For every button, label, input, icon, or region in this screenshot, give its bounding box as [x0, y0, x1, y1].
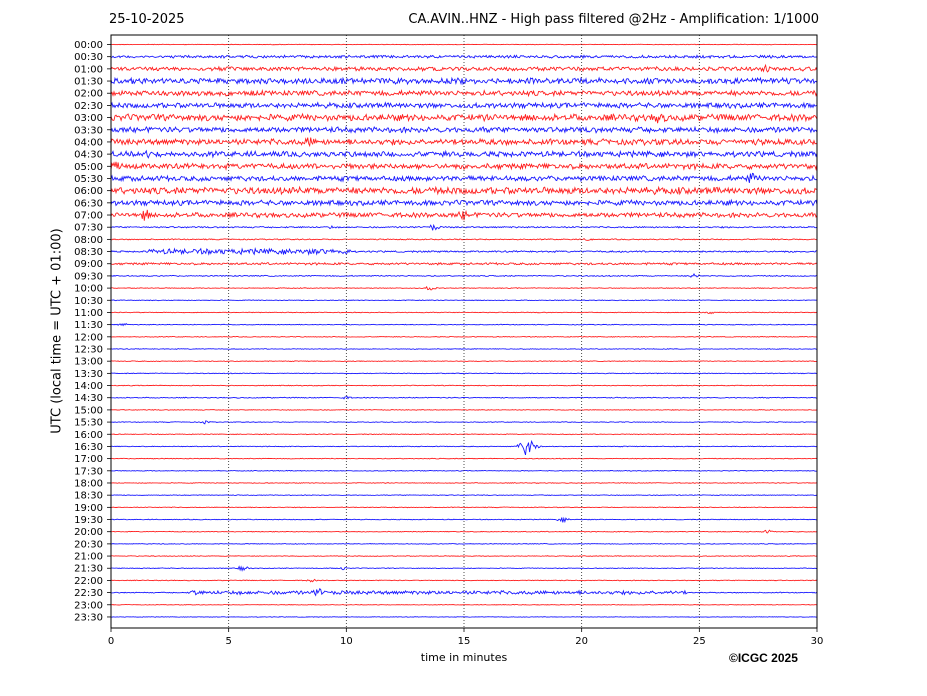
trace-1100: [110, 311, 818, 315]
trace-1430: [110, 395, 818, 400]
y-tick-label: 15:00: [74, 405, 103, 416]
y-tick-label: 01:00: [74, 64, 103, 75]
trace-1030: [110, 299, 818, 302]
y-tick-label: 00:30: [74, 52, 103, 63]
x-tick-label: 15: [458, 636, 471, 647]
y-tick-label: 06:30: [74, 198, 103, 209]
y-tick-label: 16:00: [74, 430, 103, 441]
y-tick-label: 05:30: [74, 174, 103, 185]
trace-2230: [110, 587, 818, 597]
trace-2300: [110, 604, 818, 606]
trace-0200: [110, 88, 818, 98]
y-tick-label: 23:30: [74, 612, 103, 623]
trace-2330: [110, 616, 818, 618]
y-tick-label: 19:30: [74, 515, 103, 526]
y-tick-label: 20:00: [74, 527, 103, 538]
trace-1900: [110, 506, 818, 509]
y-tick-label: 07:00: [74, 211, 103, 222]
y-tick-label: 23:00: [74, 600, 103, 611]
y-tick-label: 14:00: [74, 381, 103, 392]
y-tick-label: 17:30: [74, 466, 103, 477]
x-tick-label: 25: [693, 636, 706, 647]
y-tick-label: 08:00: [74, 235, 103, 246]
y-tick-label: 06:00: [74, 186, 103, 197]
y-tick-label: 12:00: [74, 332, 103, 343]
trace-1330: [110, 372, 818, 375]
trace-1400: [110, 384, 818, 387]
trace-1230: [110, 348, 818, 350]
y-tick-label: 09:30: [74, 271, 103, 282]
y-tick-label: 01:30: [74, 77, 103, 88]
trace-1300: [110, 360, 818, 363]
copyright-credit: ©ICGC 2025: [729, 651, 798, 665]
chart-title: CA.AVIN..HNZ - High pass filtered @2Hz -…: [408, 12, 819, 27]
trace-0430: [110, 149, 818, 159]
y-tick-label: 11:30: [74, 320, 103, 331]
trace-2030: [110, 543, 818, 545]
x-tick-label: 0: [108, 636, 114, 647]
y-tick-label: 13:00: [74, 357, 103, 368]
date-label: 25-10-2025: [109, 12, 185, 27]
y-tick-label: 14:30: [74, 393, 103, 404]
y-tick-label: 17:00: [74, 454, 103, 465]
y-tick-label: 18:30: [74, 491, 103, 502]
y-tick-label: 15:30: [74, 418, 103, 429]
trace-2130: [110, 565, 817, 572]
y-tick-label: 13:30: [74, 369, 103, 380]
y-tick-label: 03:00: [74, 113, 103, 124]
y-tick-label: 00:00: [74, 40, 103, 51]
trace-2100: [110, 555, 818, 557]
y-tick-label: 02:30: [74, 101, 103, 112]
y-tick-label: 07:30: [74, 223, 103, 234]
y-tick-label: 19:00: [74, 503, 103, 514]
y-tick-label: 05:00: [74, 162, 103, 173]
y-tick-label: 04:30: [74, 150, 103, 161]
x-tick-label: 30: [811, 636, 824, 647]
trace-0300: [110, 112, 818, 124]
x-axis-label: time in minutes: [420, 651, 508, 664]
y-tick-label: 10:00: [74, 284, 103, 295]
trace-1200: [110, 335, 818, 338]
y-tick-label: 20:30: [74, 539, 103, 550]
y-tick-label: 11:00: [74, 308, 103, 319]
y-tick-label: 04:00: [74, 137, 103, 148]
y-tick-label: 18:00: [74, 478, 103, 489]
trace-1130: [110, 322, 818, 327]
trace-1930: [110, 516, 818, 524]
trace-0630: [110, 198, 818, 207]
trace-0700: [110, 209, 818, 221]
y-tick-label: 08:30: [74, 247, 103, 258]
y-tick-label: 22:30: [74, 588, 103, 599]
trace-0400: [110, 137, 818, 148]
trace-2000: [110, 529, 818, 534]
y-tick-label: 22:00: [74, 576, 103, 587]
trace-group: [110, 43, 818, 618]
y-tick-label: 10:30: [74, 296, 103, 307]
y-tick-label: 03:30: [74, 125, 103, 136]
trace-1000: [110, 285, 818, 291]
y-tick-label: 16:30: [74, 442, 103, 453]
trace-1830: [110, 494, 818, 497]
y-tick-label: 12:30: [74, 345, 103, 356]
trace-0530: [110, 172, 818, 183]
trace-0500: [110, 161, 818, 172]
grid-group: [228, 35, 700, 628]
x-tick-label: 5: [225, 636, 231, 647]
y-tick-label: 02:00: [74, 89, 103, 100]
trace-2200: [110, 578, 818, 583]
x-tick-label: 20: [575, 636, 588, 647]
y-tick-label: 21:30: [74, 564, 103, 575]
y-tick-label: 21:00: [74, 552, 103, 563]
x-tick-label: 10: [340, 636, 353, 647]
y-tick-label: 09:00: [74, 259, 103, 270]
